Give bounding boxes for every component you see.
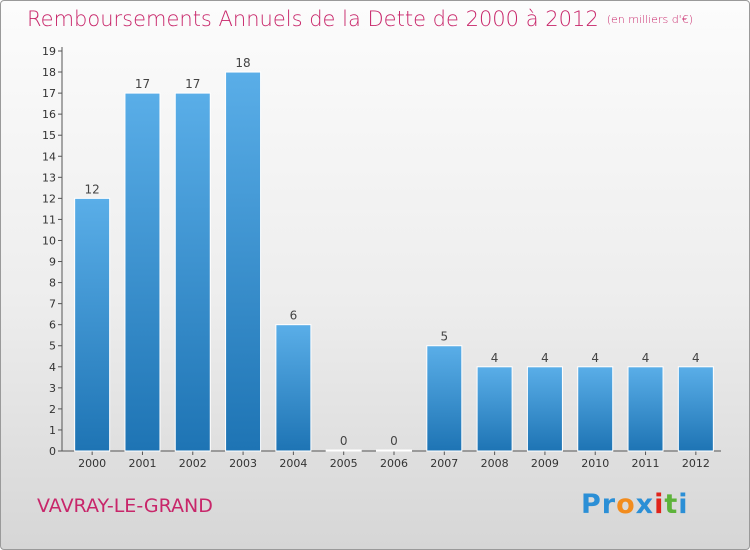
bar-value-label: 6 bbox=[290, 309, 298, 323]
x-tick-label: 2010 bbox=[581, 457, 609, 470]
bar bbox=[627, 366, 664, 452]
bar bbox=[225, 71, 262, 452]
y-tick-label: 14 bbox=[42, 150, 56, 163]
y-tick-label: 6 bbox=[49, 319, 56, 332]
logo-part: Pr bbox=[581, 489, 617, 520]
x-tick-label: 2002 bbox=[179, 457, 207, 470]
y-tick-label: 13 bbox=[42, 171, 56, 184]
bar bbox=[325, 449, 362, 452]
y-tick-label: 3 bbox=[49, 382, 56, 395]
chart-title: Remboursements Annuels de la Dette de 20… bbox=[27, 7, 693, 31]
y-tick-label: 4 bbox=[49, 361, 56, 374]
bar bbox=[526, 366, 563, 452]
x-tick-label: 2000 bbox=[78, 457, 106, 470]
logo-part: i bbox=[678, 489, 689, 520]
bar-value-label: 18 bbox=[235, 56, 250, 70]
logo-part: o bbox=[616, 489, 636, 520]
logo-part: i bbox=[654, 489, 665, 520]
bar-value-label: 17 bbox=[185, 77, 200, 91]
x-tick-label: 2006 bbox=[380, 457, 408, 470]
x-tick-label: 2001 bbox=[128, 457, 156, 470]
bar bbox=[275, 324, 312, 452]
bar-value-label: 0 bbox=[340, 434, 348, 448]
x-tick-label: 2009 bbox=[531, 457, 559, 470]
bar-value-label: 4 bbox=[541, 351, 549, 365]
proxiti-logo[interactable]: Proxiti bbox=[581, 489, 689, 520]
y-tick-label: 2 bbox=[49, 403, 56, 416]
bar-value-label: 5 bbox=[440, 330, 448, 344]
x-tick-label: 2005 bbox=[330, 457, 358, 470]
bar bbox=[124, 92, 161, 452]
x-tick-label: 2008 bbox=[481, 457, 509, 470]
bar bbox=[426, 345, 463, 452]
x-tick-label: 2004 bbox=[279, 457, 307, 470]
y-tick-label: 18 bbox=[42, 66, 56, 79]
y-tick-label: 0 bbox=[49, 445, 56, 458]
x-tick-label: 2012 bbox=[682, 457, 710, 470]
y-tick-label: 11 bbox=[42, 213, 56, 226]
y-tick-label: 5 bbox=[49, 340, 56, 353]
bar-value-label: 4 bbox=[642, 351, 650, 365]
bar bbox=[677, 366, 714, 452]
x-tick-label: 2003 bbox=[229, 457, 257, 470]
y-tick-label: 7 bbox=[49, 298, 56, 311]
bar-value-label: 12 bbox=[85, 182, 100, 196]
y-tick-label: 10 bbox=[42, 234, 56, 247]
bars: 12 17 17 18 6 0 0 5 4 4 4 4 4 bbox=[74, 56, 714, 452]
y-tick-label: 19 bbox=[42, 45, 56, 58]
y-tick-label: 8 bbox=[49, 277, 56, 290]
bar-value-label: 4 bbox=[692, 351, 700, 365]
y-tick-label: 12 bbox=[42, 192, 56, 205]
y-tick-label: 16 bbox=[42, 108, 56, 121]
bar bbox=[577, 366, 614, 452]
bar-value-label: 17 bbox=[135, 77, 150, 91]
y-tick-label: 15 bbox=[42, 129, 56, 142]
logo-part: x bbox=[635, 489, 655, 520]
bar-value-label: 0 bbox=[390, 434, 398, 448]
y-tick-label: 17 bbox=[42, 87, 56, 100]
chart-subtitle: (en milliers d'€) bbox=[606, 13, 693, 26]
x-tick-label: 2011 bbox=[632, 457, 660, 470]
bar bbox=[376, 449, 412, 452]
bar bbox=[174, 92, 211, 452]
commune-name: VAVRAY-LE-GRAND bbox=[37, 495, 213, 517]
bar bbox=[476, 366, 513, 452]
bar-value-label: 4 bbox=[491, 351, 499, 365]
x-tick-label: 2007 bbox=[430, 457, 458, 470]
title-text: Remboursements Annuels de la Dette de 20… bbox=[27, 7, 599, 31]
bar-value-label: 4 bbox=[591, 351, 599, 365]
y-tick-label: 9 bbox=[49, 256, 56, 269]
bar bbox=[74, 197, 111, 452]
y-tick-label: 1 bbox=[49, 424, 56, 437]
logo-part: t bbox=[664, 489, 679, 520]
